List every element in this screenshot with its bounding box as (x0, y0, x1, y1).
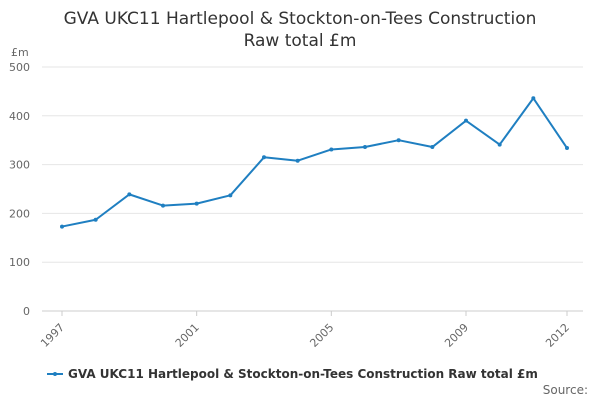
x-tick-label: 2009 (442, 321, 471, 350)
y-axis-tick-labels: 0 100 200 300 400 500 (9, 61, 30, 318)
x-axis-tick-labels: 1997 2001 2005 2009 2012 (38, 311, 572, 350)
data-point (396, 138, 401, 143)
y-tick-label: 500 (9, 61, 30, 74)
chart-title: GVA UKC11 Hartlepool & Stockton-on-Tees … (0, 8, 600, 52)
legend[interactable]: GVA UKC11 Hartlepool & Stockton-on-Tees … (47, 366, 538, 382)
y-axis-unit-label: £m (11, 46, 29, 59)
data-point (430, 145, 435, 150)
y-tick-label: 300 (9, 159, 30, 172)
x-tick-label: 2012 (543, 321, 572, 350)
data-point (262, 155, 266, 160)
data-point (295, 158, 300, 163)
data-point (228, 193, 233, 198)
y-tick-label: 200 (9, 207, 30, 220)
legend-label: GVA UKC11 Hartlepool & Stockton-on-Tees … (68, 367, 538, 381)
grid-lines (42, 66, 583, 312)
data-point (161, 203, 165, 208)
x-tick-label: 2001 (173, 321, 202, 350)
data-point (363, 145, 367, 150)
chart-title-line-2: Raw total £m (243, 31, 357, 51)
data-point (565, 146, 569, 151)
series-line (61, 97, 568, 228)
data-point (464, 118, 468, 123)
data-point (127, 192, 132, 197)
x-tick-label: 2005 (307, 321, 336, 350)
data-point (194, 201, 199, 206)
series-layer (60, 96, 569, 229)
data-point (531, 96, 536, 101)
source-label: Source: (542, 383, 588, 397)
data-point (60, 224, 64, 229)
x-tick-label: 1997 (38, 321, 67, 350)
y-tick-label: 0 (23, 305, 30, 318)
data-point (329, 147, 334, 152)
y-tick-label: 100 (9, 256, 30, 269)
data-point (497, 142, 502, 147)
legend-line-marker-icon (47, 368, 63, 380)
chart-title-line-1: GVA UKC11 Hartlepool & Stockton-on-Tees … (63, 9, 537, 29)
data-point (93, 217, 98, 222)
y-tick-label: 400 (9, 110, 30, 123)
